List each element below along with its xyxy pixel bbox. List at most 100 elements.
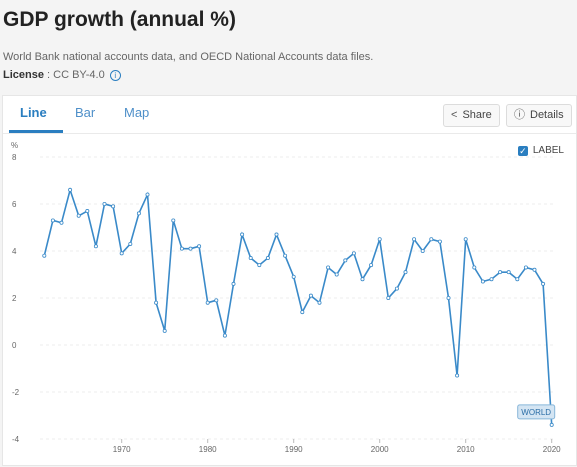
- y-axis-unit-label: %: [11, 141, 18, 150]
- info-circle-icon: ⓘ: [514, 109, 525, 121]
- data-point[interactable]: [437, 239, 442, 244]
- data-point[interactable]: [386, 295, 391, 300]
- info-icon[interactable]: i: [109, 70, 121, 81]
- data-point[interactable]: [480, 279, 485, 284]
- data-point[interactable]: [205, 300, 210, 305]
- tab-bar[interactable]: Bar: [75, 105, 96, 120]
- legend-label: LABEL: [532, 145, 564, 156]
- data-point[interactable]: [446, 295, 451, 300]
- x-tick-label: 1980: [199, 445, 217, 454]
- chart-panel: Line Bar Map < Share ⓘ Details ✓ LABEL % -4 -…: [2, 95, 577, 466]
- data-point[interactable]: [334, 272, 339, 277]
- x-tick-label: 1990: [285, 445, 303, 454]
- checkbox-icon[interactable]: ✓: [517, 146, 528, 156]
- y-tick-label: 6: [12, 200, 17, 209]
- y-tick-label: -2: [12, 388, 20, 397]
- data-point[interactable]: [128, 241, 133, 246]
- data-point[interactable]: [197, 244, 202, 249]
- data-point[interactable]: [76, 213, 81, 218]
- data-point[interactable]: [351, 251, 356, 256]
- data-point[interactable]: [50, 218, 55, 223]
- data-point[interactable]: [265, 256, 270, 261]
- data-point[interactable]: [291, 274, 296, 279]
- data-point[interactable]: [111, 204, 116, 209]
- data-point[interactable]: [240, 232, 245, 237]
- page-title: GDP growth (annual %): [3, 8, 236, 31]
- data-point[interactable]: [300, 310, 305, 315]
- data-point[interactable]: [102, 202, 107, 207]
- share-icon: <: [451, 109, 458, 121]
- data-point[interactable]: [489, 277, 494, 282]
- y-tick-label: 4: [12, 247, 17, 256]
- data-point[interactable]: [119, 251, 124, 256]
- share-label: Share: [462, 109, 492, 121]
- data-point[interactable]: [420, 248, 425, 253]
- data-point[interactable]: [498, 270, 503, 275]
- data-point[interactable]: [162, 328, 167, 333]
- y-tick-label: 2: [12, 294, 17, 303]
- x-tick-label: 2010: [457, 445, 475, 454]
- active-tab-indicator: [9, 130, 63, 133]
- x-tick-label: 2000: [371, 445, 389, 454]
- data-point[interactable]: [532, 267, 537, 272]
- data-point[interactable]: [394, 286, 399, 291]
- legend-toggle[interactable]: ✓ LABEL: [517, 145, 564, 156]
- share-button[interactable]: < Share: [443, 104, 500, 127]
- data-point[interactable]: [515, 277, 520, 282]
- license-line: License : CC BY-4.0 i: [3, 69, 121, 81]
- data-point[interactable]: [377, 237, 382, 242]
- data-point[interactable]: [171, 218, 176, 223]
- line-chart: % -4 -2 0 2 4 6 8 1970 1980 1990 2000 2010 2020 WORLD: [11, 141, 561, 454]
- data-point[interactable]: [549, 422, 554, 427]
- data-point[interactable]: [85, 209, 90, 214]
- data-point[interactable]: [257, 263, 262, 268]
- data-point[interactable]: [231, 281, 236, 286]
- data-point[interactable]: [188, 246, 193, 251]
- data-point[interactable]: [179, 246, 184, 251]
- data-point[interactable]: [455, 373, 460, 378]
- data-point[interactable]: [463, 237, 468, 242]
- data-point[interactable]: [472, 265, 477, 270]
- data-point[interactable]: [222, 333, 227, 338]
- data-point[interactable]: [274, 232, 279, 237]
- details-button[interactable]: ⓘ Details: [506, 104, 572, 127]
- data-point[interactable]: [145, 192, 150, 197]
- data-point[interactable]: [360, 277, 365, 282]
- data-point[interactable]: [93, 244, 98, 249]
- tab-line[interactable]: Line: [20, 105, 47, 120]
- y-tick-label: -4: [12, 435, 20, 444]
- data-point[interactable]: [429, 237, 434, 242]
- series-tag-text: WORLD: [521, 408, 551, 417]
- y-tick-label: 8: [12, 153, 17, 162]
- data-point[interactable]: [369, 263, 374, 268]
- data-point[interactable]: [68, 187, 73, 192]
- x-tick-label: 2020: [543, 445, 561, 454]
- data-point[interactable]: [136, 211, 141, 216]
- data-point[interactable]: [59, 220, 64, 225]
- license-separator: :: [43, 69, 54, 81]
- x-tick-label: 1970: [113, 445, 131, 454]
- series-label-tag: WORLD: [517, 404, 556, 420]
- details-label: Details: [530, 109, 564, 121]
- data-point[interactable]: [412, 237, 417, 242]
- data-point[interactable]: [42, 253, 47, 258]
- data-point[interactable]: [308, 293, 313, 298]
- license-value[interactable]: CC BY-4.0: [53, 69, 105, 81]
- data-point[interactable]: [214, 298, 219, 303]
- tab-map[interactable]: Map: [124, 105, 150, 120]
- series-tag-box: [517, 404, 556, 420]
- data-point[interactable]: [248, 256, 253, 261]
- series-line: [43, 187, 553, 425]
- data-point[interactable]: [403, 270, 408, 275]
- data-point[interactable]: [326, 265, 331, 270]
- data-point[interactable]: [283, 253, 288, 258]
- data-point[interactable]: [343, 258, 348, 263]
- data-point[interactable]: [523, 265, 528, 270]
- data-point[interactable]: [541, 281, 546, 286]
- data-point[interactable]: [506, 270, 511, 275]
- source-note: World Bank national accounts data, and O…: [3, 51, 374, 63]
- y-tick-label: 0: [12, 341, 17, 350]
- chart-tabs: Line Bar Map < Share ⓘ Details: [3, 96, 576, 134]
- data-point[interactable]: [154, 300, 159, 305]
- data-point[interactable]: [317, 300, 322, 305]
